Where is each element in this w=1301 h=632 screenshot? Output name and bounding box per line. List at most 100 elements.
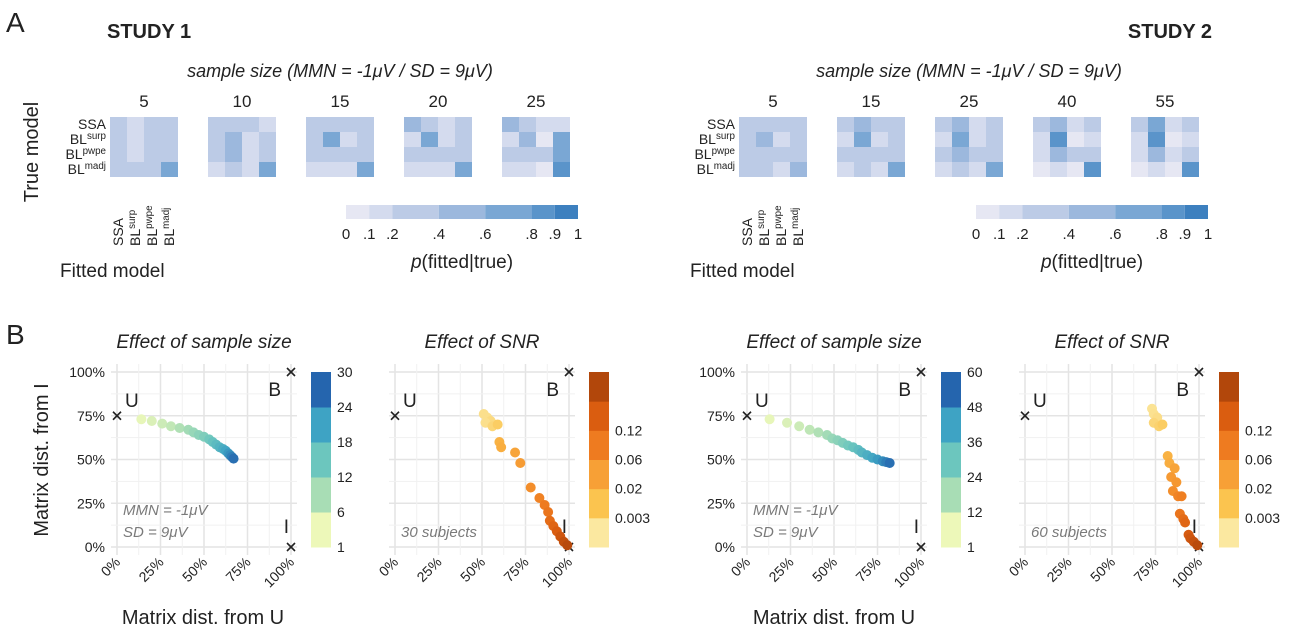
true-model-label: BLmadj bbox=[68, 161, 106, 178]
study-title: STUDY 1 bbox=[107, 21, 191, 43]
heatmap-cell bbox=[969, 117, 986, 132]
colorbar-tick: 6 bbox=[337, 504, 345, 520]
heatmap-cell bbox=[553, 147, 570, 162]
data-point bbox=[165, 421, 176, 432]
heatmap-cell bbox=[536, 162, 553, 177]
sample-size-label: 5 bbox=[768, 92, 777, 111]
data-point bbox=[1180, 517, 1191, 528]
heatmap-cell bbox=[1131, 147, 1148, 162]
heatmap-cell bbox=[421, 117, 438, 132]
y-tick-label: 75% bbox=[77, 408, 105, 424]
heatmap-cell bbox=[553, 162, 570, 177]
heatmap-cell bbox=[854, 117, 871, 132]
data-point bbox=[1176, 491, 1187, 502]
colorbar-segment bbox=[1068, 205, 1116, 219]
heatmap-cell bbox=[502, 147, 519, 162]
vertex-label-I: I bbox=[914, 517, 919, 538]
colorbar-tick: 0.02 bbox=[1245, 481, 1272, 497]
colorbar-tick: 0.12 bbox=[615, 422, 642, 438]
data-point bbox=[228, 453, 239, 464]
fitted-model-label: BLpwpe bbox=[144, 205, 161, 246]
heatmap-cell bbox=[357, 117, 374, 132]
vertex-marker-U bbox=[742, 411, 752, 421]
x-tick-label: 75% bbox=[1130, 554, 1161, 585]
heatmap-cell bbox=[323, 117, 340, 132]
vertex-label-U: U bbox=[755, 391, 769, 412]
colorbar-segment bbox=[531, 205, 555, 219]
data-point bbox=[804, 424, 815, 435]
colorbar-tick: 36 bbox=[967, 434, 983, 450]
heatmap-cell bbox=[110, 117, 127, 132]
x-tick-label: 0% bbox=[1005, 554, 1031, 580]
heatmap-cell bbox=[1131, 117, 1148, 132]
y-tick-label: 25% bbox=[77, 495, 105, 511]
heatmap-cell bbox=[144, 147, 161, 162]
colorbar-tick: .2 bbox=[386, 226, 399, 243]
colorbar-tick: .1 bbox=[993, 226, 1006, 243]
heatmap-cell bbox=[952, 162, 969, 177]
heatmap-cell bbox=[144, 117, 161, 132]
data-point bbox=[543, 507, 554, 517]
heatmap-cell bbox=[421, 162, 438, 177]
heatmap-cell bbox=[888, 132, 905, 147]
heatmap-cell bbox=[969, 132, 986, 147]
vertex-marker-B bbox=[286, 367, 296, 377]
heatmap-cell bbox=[519, 162, 536, 177]
heatmap-cell bbox=[1084, 147, 1101, 162]
data-point bbox=[146, 416, 157, 426]
data-point bbox=[813, 427, 824, 438]
scatter-xlabel: Matrix dist. from U bbox=[753, 607, 915, 629]
colorbar-segment bbox=[1022, 205, 1069, 219]
heatmap-cell bbox=[225, 117, 242, 132]
heatmap-cell bbox=[986, 117, 1003, 132]
heatmap-study-1: STUDY 1 sample size (MMN = -1μV / SD = 9μ… bbox=[21, 21, 582, 282]
colorbar-segment bbox=[438, 205, 486, 219]
colorbar-segment bbox=[589, 372, 609, 402]
heatmap-cell bbox=[871, 147, 888, 162]
heatmap-cell bbox=[259, 132, 276, 147]
heatmap-cell bbox=[1033, 132, 1050, 147]
heatmap-cell bbox=[854, 162, 871, 177]
heatmap-cell bbox=[144, 162, 161, 177]
colorbar-segment bbox=[976, 205, 1000, 219]
heatmap-cell bbox=[455, 147, 472, 162]
colorbar-tick: 60 bbox=[967, 364, 983, 380]
heatmap-cell bbox=[225, 132, 242, 147]
heatmap-cell bbox=[1148, 147, 1165, 162]
heatmap-cell bbox=[837, 117, 854, 132]
heatmap-cell bbox=[739, 117, 756, 132]
heatmap-cell bbox=[935, 132, 952, 147]
heatmap-cell bbox=[986, 132, 1003, 147]
vertex-marker-B bbox=[1194, 367, 1204, 377]
heatmap-cell bbox=[1033, 162, 1050, 177]
heatmap-xlabel: Fitted model bbox=[690, 261, 795, 282]
sample-size-label: 20 bbox=[429, 92, 448, 111]
heatmap-cell bbox=[357, 147, 374, 162]
heatmap-cell bbox=[519, 147, 536, 162]
data-point bbox=[1157, 419, 1168, 430]
colorbar-segment bbox=[1219, 459, 1239, 490]
sample-size-label: 5 bbox=[139, 92, 148, 111]
colorbar-segment bbox=[1219, 517, 1239, 548]
heatmap-cell bbox=[1050, 162, 1067, 177]
colorbar-segment bbox=[1219, 401, 1239, 431]
heatmap-cell bbox=[519, 117, 536, 132]
colorbar-tick: 0.06 bbox=[615, 452, 642, 468]
heatmap-cell bbox=[421, 132, 438, 147]
y-tick-label: 0% bbox=[85, 539, 105, 555]
heatmap-cell bbox=[161, 162, 178, 177]
colorbar-segment bbox=[589, 517, 609, 548]
heatmap-cell bbox=[935, 147, 952, 162]
heatmap-cell bbox=[340, 147, 357, 162]
heatmap-cell bbox=[888, 162, 905, 177]
scatter-title: Effect of sample size bbox=[116, 332, 291, 353]
heatmap-cell bbox=[404, 132, 421, 147]
heatmap-cell bbox=[756, 162, 773, 177]
colorbar-segment bbox=[999, 205, 1023, 219]
sample-size-label: 15 bbox=[331, 92, 350, 111]
colorbar-label: p(fitted|true) bbox=[1040, 252, 1143, 273]
heatmap-cell bbox=[739, 162, 756, 177]
heatmap-cell bbox=[1131, 162, 1148, 177]
sample-size-label: 10 bbox=[233, 92, 252, 111]
colorbar-segment bbox=[485, 205, 532, 219]
